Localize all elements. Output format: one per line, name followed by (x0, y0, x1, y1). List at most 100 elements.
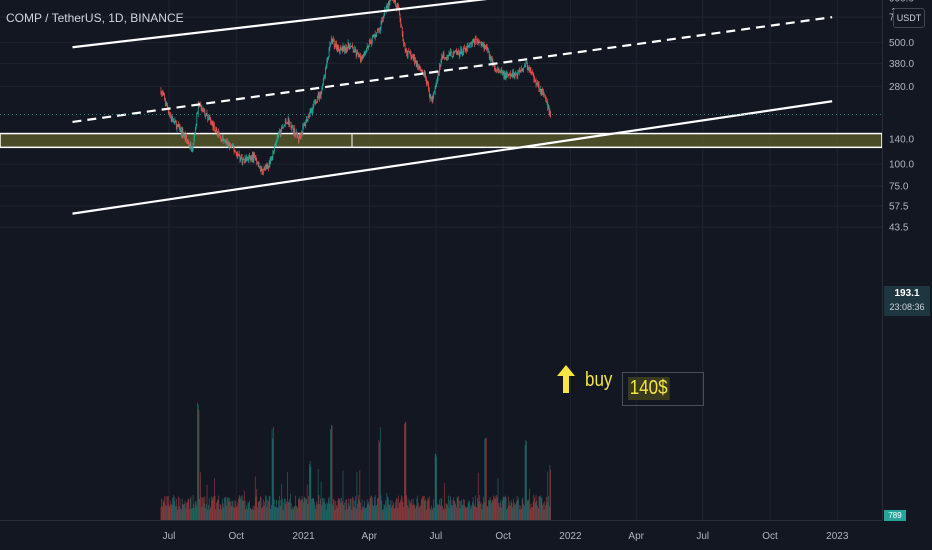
candle-body (478, 42, 480, 44)
candle-body (217, 131, 219, 136)
volume-bar (298, 496, 300, 520)
symbol-legend[interactable]: COMP / TetherUS, 1D, BINANCE (6, 11, 184, 25)
candle-body (306, 119, 307, 123)
candle-body (418, 66, 420, 69)
volume-bar (485, 437, 486, 520)
volume-bar (170, 500, 171, 520)
candle-body (235, 151, 237, 153)
candle-body (467, 46, 469, 47)
candle-body (271, 157, 272, 160)
volume-bar (323, 502, 325, 520)
volume-bar (548, 505, 550, 520)
volume-bar (402, 501, 404, 520)
candle-body (337, 46, 339, 49)
volume-bar (529, 509, 531, 520)
volume-bar (413, 504, 415, 520)
volume-bar (328, 496, 330, 520)
volume-bar (407, 498, 409, 520)
volume-bar (541, 497, 543, 520)
volume-bar (274, 507, 276, 520)
candle-body (160, 90, 162, 95)
volume-bar (271, 505, 272, 520)
candle-body (525, 62, 527, 66)
candle-body (532, 73, 534, 77)
candle-body (171, 117, 173, 122)
candle-body (325, 67, 326, 76)
candle-body (333, 41, 335, 47)
volume-value-tag: 789 (884, 510, 906, 521)
volume-bar (361, 499, 363, 520)
volume-bar (235, 500, 236, 520)
candle-body (282, 127, 284, 128)
candle-body (374, 34, 375, 37)
candle-body (301, 132, 303, 134)
time-axis[interactable]: Jul Oct 2021 Apr Jul Oct 2022 Apr Jul Oct 2023 (0, 520, 882, 550)
candle-body (450, 51, 451, 56)
candle-body (419, 66, 421, 70)
volume-bar (316, 501, 318, 520)
candle-body (548, 105, 550, 114)
candle-body (542, 91, 544, 96)
volume-bar (423, 495, 425, 520)
trend-lines[interactable] (72, 0, 833, 215)
volume-bar (265, 496, 267, 520)
volume-bar (377, 498, 378, 520)
volume-bar (546, 502, 548, 520)
price-chart-pane[interactable] (0, 0, 882, 520)
candle-body (354, 48, 356, 53)
buy-annotation-box[interactable] (622, 372, 704, 406)
candle-body (309, 109, 311, 116)
candle-body (543, 94, 545, 96)
candle-body (495, 68, 497, 71)
candle-body (518, 71, 519, 73)
candle-body (176, 124, 178, 129)
volume-bar (543, 509, 545, 520)
candle-body (465, 47, 467, 51)
volume-bar (385, 507, 387, 520)
volume-bar (215, 509, 217, 520)
volume-bar (436, 456, 437, 520)
volume-bar (372, 505, 374, 520)
candle-body (247, 159, 249, 161)
x-tick-labels: Jul Oct 2021 Apr Jul Oct 2022 Apr Jul Oct 2023 (163, 531, 849, 542)
candle-body (187, 141, 189, 143)
price-axis[interactable]: 11200.0900.0700.0500.0380.0280.0140.0100… (882, 0, 932, 520)
candle-body (274, 144, 276, 147)
volume-bar (468, 500, 470, 520)
volume-bar (393, 502, 394, 520)
candle-body (361, 57, 363, 60)
candle-body (485, 45, 486, 48)
x-tick-label: 2022 (559, 531, 582, 542)
candle-body (325, 65, 327, 68)
volume-bar (438, 504, 440, 520)
buy-annotation-price[interactable]: 140$ (628, 377, 670, 400)
candle-body (201, 108, 203, 110)
currency-button[interactable]: USDT (893, 8, 925, 28)
candle-body (475, 38, 476, 45)
volume-bar (198, 410, 200, 520)
candle-body (377, 29, 378, 33)
volume-bar (295, 505, 297, 520)
buy-annotation-label[interactable]: buy (585, 369, 613, 391)
volume-bar (398, 502, 400, 520)
volume-bar (499, 502, 501, 520)
volume-bar (248, 503, 250, 520)
volume-bar (175, 498, 177, 520)
candle-body (394, 0, 396, 3)
candle-body (486, 47, 488, 49)
volume-bar (317, 504, 318, 520)
volume-bar (464, 506, 466, 520)
candle-body (441, 55, 443, 61)
volume-bar (233, 500, 235, 520)
volume-bar (467, 502, 469, 520)
candle-body (452, 56, 454, 58)
volume-bar (186, 502, 187, 520)
candle-body (407, 52, 408, 56)
volume-bar (172, 497, 174, 520)
candle-body (462, 51, 464, 53)
volume-bar (311, 498, 313, 520)
volume-bar (335, 501, 337, 520)
candle-body (292, 126, 294, 133)
volume-bar (409, 503, 411, 520)
candle-body (432, 97, 434, 101)
